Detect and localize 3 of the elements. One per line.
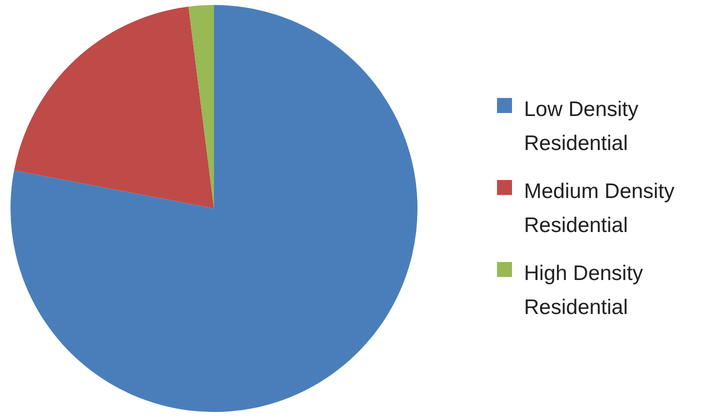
legend-label: Low Density Residential — [524, 96, 640, 156]
legend-label: High Density Residential — [524, 260, 644, 320]
legend-label: Medium Density Residential — [524, 178, 676, 238]
